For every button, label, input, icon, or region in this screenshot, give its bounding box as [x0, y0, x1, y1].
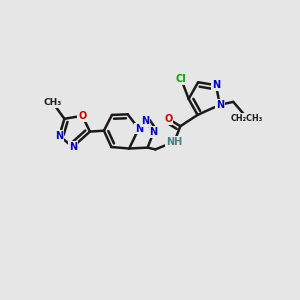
- Text: Cl: Cl: [176, 74, 187, 84]
- Text: CH₃: CH₃: [44, 98, 62, 107]
- Text: N: N: [212, 80, 220, 90]
- Text: N: N: [135, 124, 143, 134]
- Text: O: O: [164, 114, 172, 124]
- Text: N: N: [69, 142, 77, 152]
- Text: N: N: [216, 100, 224, 110]
- Text: O: O: [78, 111, 86, 121]
- Text: N: N: [55, 131, 63, 141]
- Text: CH₂CH₃: CH₂CH₃: [231, 114, 263, 123]
- Text: N: N: [149, 127, 158, 137]
- Text: NH: NH: [166, 137, 182, 147]
- Text: N: N: [142, 116, 150, 126]
